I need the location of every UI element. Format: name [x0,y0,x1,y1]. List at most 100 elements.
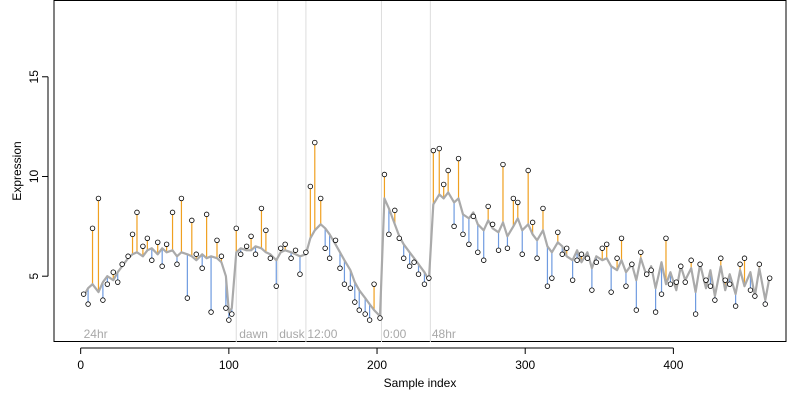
data-point [248,233,254,240]
data-point [218,253,225,259]
x-tick-label: 400 [663,358,683,372]
data-point [722,277,728,283]
data-point [495,247,502,253]
data-point [752,293,758,299]
data-point [214,237,220,243]
data-point [525,167,531,174]
data-point [515,199,521,206]
data-point [356,307,362,313]
data-point [475,249,481,255]
data-point [569,277,576,283]
data-point [481,257,487,263]
data-point [386,231,392,238]
data-point [318,195,324,202]
data-point [510,195,517,202]
data-point [229,311,235,317]
data-point [332,237,339,243]
data-point [732,303,739,309]
data-point [540,205,546,212]
data-point [258,205,265,212]
data-point [460,231,466,238]
data-point [193,251,199,257]
data-point [578,251,585,257]
data-point [614,255,620,261]
region-label: 0:00 [383,327,407,341]
data-point [184,295,191,301]
data-point [678,263,684,269]
data-point [144,235,151,242]
data-point [623,283,629,289]
region-lines [235,1,431,342]
data-point [421,281,428,287]
data-point [267,255,274,261]
data-points [80,139,773,323]
data-point [652,309,659,315]
data-point [534,255,540,261]
data-point [115,279,121,285]
data-point [707,283,714,289]
data-point [466,241,472,247]
region-labels: 24hr dawn dusk 12:00 0:00 48hr [84,327,456,341]
data-point [599,245,605,251]
data-point [352,299,358,305]
data-point [604,241,610,247]
x-axis: 0 100 200 300 400 [77,347,684,372]
data-point [263,227,269,234]
data-point [203,211,210,218]
data-point [159,263,165,269]
data-point [292,247,299,253]
data-point [189,217,195,224]
y-tick-label: 10 [27,169,41,183]
data-point [667,281,674,287]
region-label: 12:00 [307,327,337,341]
y-tick-label: 5 [27,273,41,280]
y-axis: 5 10 15 [27,70,49,280]
data-point [155,239,161,245]
data-point [544,283,551,289]
data-point [430,147,437,154]
data-point [762,301,768,307]
data-point [737,261,743,267]
data-point [618,235,625,242]
data-point [110,269,116,275]
data-point [767,275,773,281]
data-point [303,249,309,255]
data-point [347,285,354,291]
data-point [489,221,496,228]
data-point [134,209,140,216]
data-point [406,263,413,269]
data-point [371,281,377,287]
data-point [718,255,724,261]
data-point [441,181,447,188]
data-point [140,243,146,249]
data-point [396,235,402,242]
data-point [226,317,232,323]
data-point [411,259,417,265]
data-point [243,243,250,249]
region-label: dusk [279,327,305,341]
data-point [415,271,422,277]
data-point [529,219,536,226]
data-point [519,251,525,257]
data-point [80,291,87,297]
x-tick-label: 300 [515,358,535,372]
y-axis-label: Expression [10,141,24,200]
data-point [712,297,718,303]
data-point [688,257,694,263]
data-point [100,297,106,303]
x-tick-label: 0 [77,358,84,372]
data-point [644,271,650,277]
data-point [608,289,614,295]
data-point [337,265,343,271]
data-point [89,225,96,232]
data-point [273,283,279,289]
fitted-line-path [82,191,771,318]
data-point [747,287,754,293]
data-point [252,251,259,257]
region-label: 48hr [432,327,456,341]
data-point [445,167,451,174]
data-point [593,259,600,265]
data-point [451,223,457,230]
data-point [223,305,229,311]
data-point [104,281,111,287]
